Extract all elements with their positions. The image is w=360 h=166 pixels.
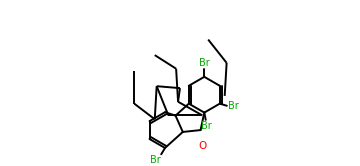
Text: O: O <box>198 141 207 151</box>
Text: Br: Br <box>150 155 161 165</box>
Text: Br: Br <box>201 121 211 131</box>
Text: Br: Br <box>228 101 239 111</box>
Text: Br: Br <box>199 58 210 69</box>
